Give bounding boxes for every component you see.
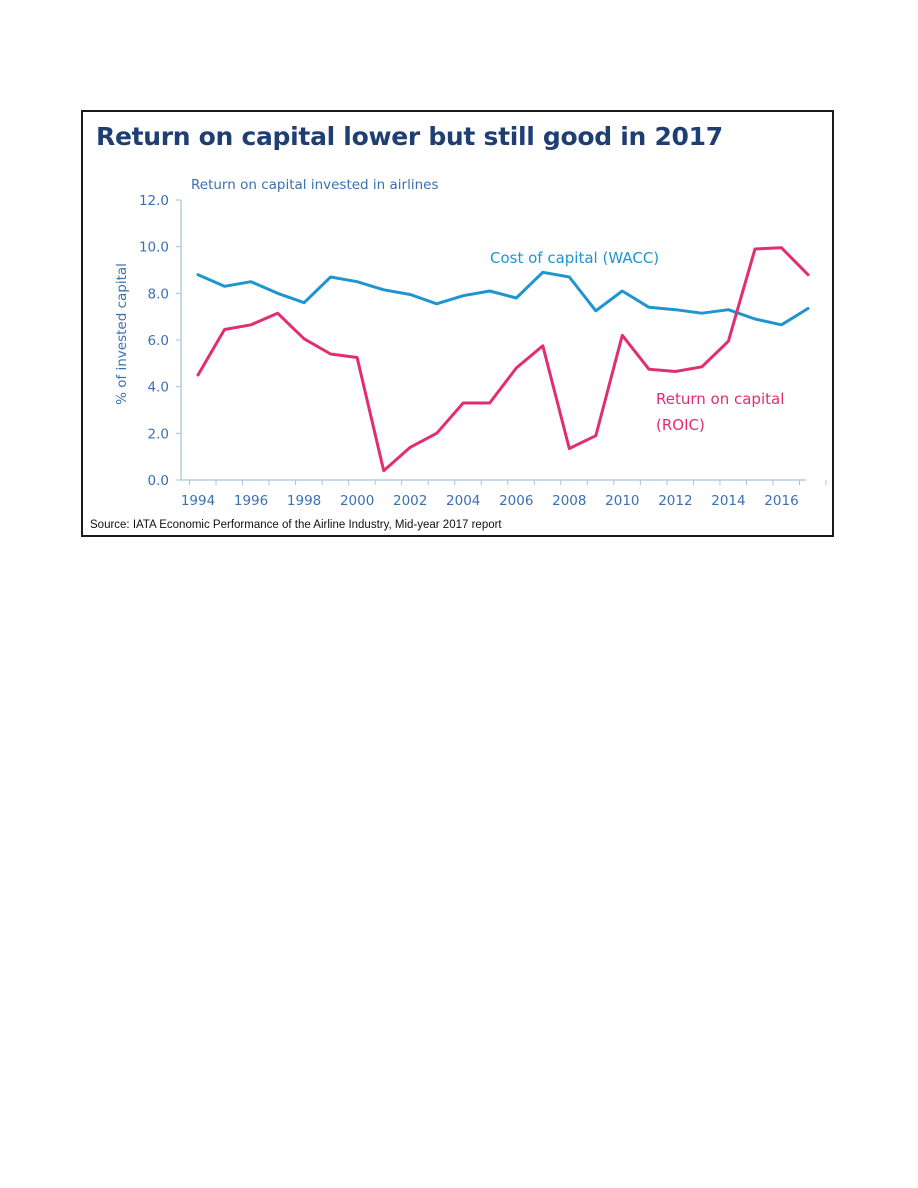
roic-series-line bbox=[196, 246, 810, 473]
y-tick-label: 10.0 bbox=[139, 240, 169, 256]
roic-series-label-line2: (ROIC) bbox=[656, 416, 705, 434]
x-tick-label: 2000 bbox=[340, 493, 374, 509]
roic-series-label-line1: Return on capital bbox=[656, 390, 784, 408]
y-tick-label: 8.0 bbox=[148, 286, 169, 302]
y-tick-label: 4.0 bbox=[148, 380, 169, 396]
x-tick-label: 1996 bbox=[234, 493, 268, 509]
x-tick-label: 2004 bbox=[446, 493, 480, 509]
x-tick-label: 2016 bbox=[764, 493, 798, 509]
x-tick-label: 2002 bbox=[393, 493, 427, 509]
chart-title: Return on capital lower but still good i… bbox=[96, 122, 723, 151]
y-tick-label: 6.0 bbox=[148, 333, 169, 349]
y-tick-label: 12.0 bbox=[139, 193, 169, 209]
x-tick-label: 2010 bbox=[605, 493, 639, 509]
x-tick-label: 1998 bbox=[287, 493, 321, 509]
wacc-series-label: Cost of capital (WACC) bbox=[490, 249, 659, 267]
y-axis-label: % of invested capital bbox=[114, 263, 130, 405]
y-tick-label: 0.0 bbox=[148, 473, 169, 489]
wacc-series-line bbox=[196, 270, 810, 327]
x-tick-label: 2008 bbox=[552, 493, 586, 509]
x-tick-label: 2006 bbox=[499, 493, 533, 509]
x-tick-label: 2012 bbox=[658, 493, 692, 509]
source-note: Source: IATA Economic Performance of the… bbox=[90, 519, 502, 531]
y-tick-label: 2.0 bbox=[148, 426, 169, 442]
x-tick-label: 2014 bbox=[711, 493, 745, 509]
x-tick-label: 1994 bbox=[181, 493, 215, 509]
chart-subtitle: Return on capital invested in airlines bbox=[191, 177, 438, 193]
line-chart: Return on capital invested in airlines 0.… bbox=[114, 177, 827, 509]
chart-frame: Return on capital lower but still good i… bbox=[81, 110, 834, 537]
